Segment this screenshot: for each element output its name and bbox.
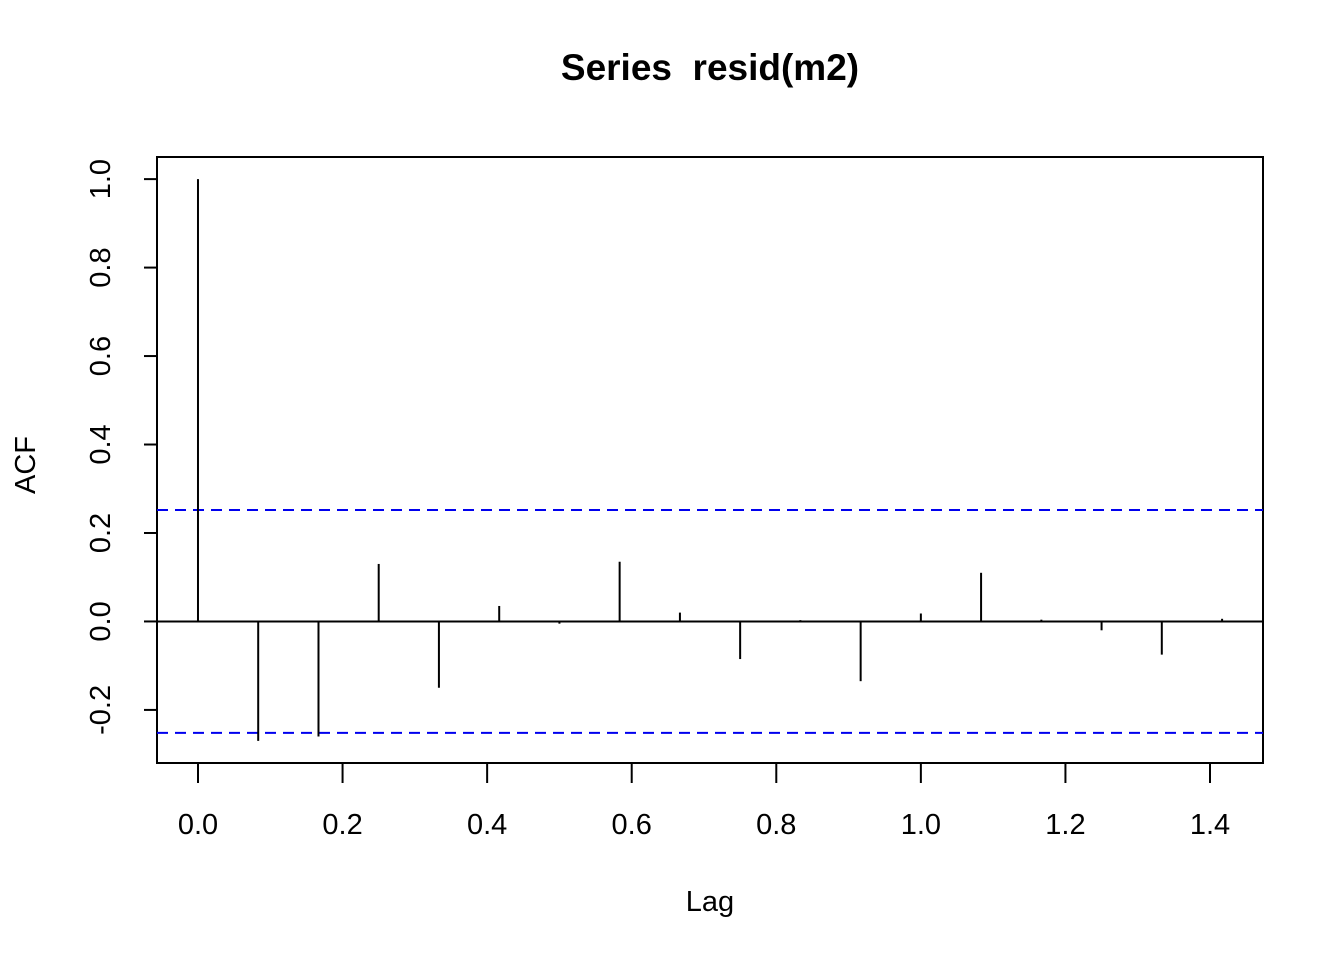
x-axis: 0.0 0.2 0.4 0.6 0.8 1.0 1.2 1.4 [178, 762, 1230, 841]
y-tick-label: 0.4 [85, 424, 117, 464]
y-tick-label: -0.2 [85, 685, 117, 735]
acf-marks [157, 179, 1263, 741]
x-tick-label: 1.2 [1045, 809, 1085, 841]
y-tick-label: 0.6 [85, 336, 117, 376]
x-tick-label: 0.8 [756, 809, 796, 841]
y-tick-label: 1.0 [85, 159, 117, 199]
y-axis: -0.2 0.0 0.2 0.4 0.6 0.8 1.0 [85, 159, 158, 735]
x-tick-label: 1.4 [1190, 809, 1230, 841]
x-tick-label: 0.2 [322, 809, 362, 841]
x-tick-label: 0.6 [612, 809, 652, 841]
y-axis-label: ACF [10, 436, 42, 494]
x-tick-label: 0.4 [467, 809, 507, 841]
plot-frame [156, 156, 1264, 764]
chart-title: Series resid(m2) [561, 47, 859, 88]
x-tick-label: 1.0 [901, 809, 941, 841]
x-tick-label: 0.0 [178, 809, 218, 841]
y-tick-label: 0.8 [85, 247, 117, 287]
y-tick-label: 0.2 [85, 513, 117, 553]
x-axis-label: Lag [686, 886, 734, 918]
y-tick-label: 0.0 [85, 601, 117, 641]
